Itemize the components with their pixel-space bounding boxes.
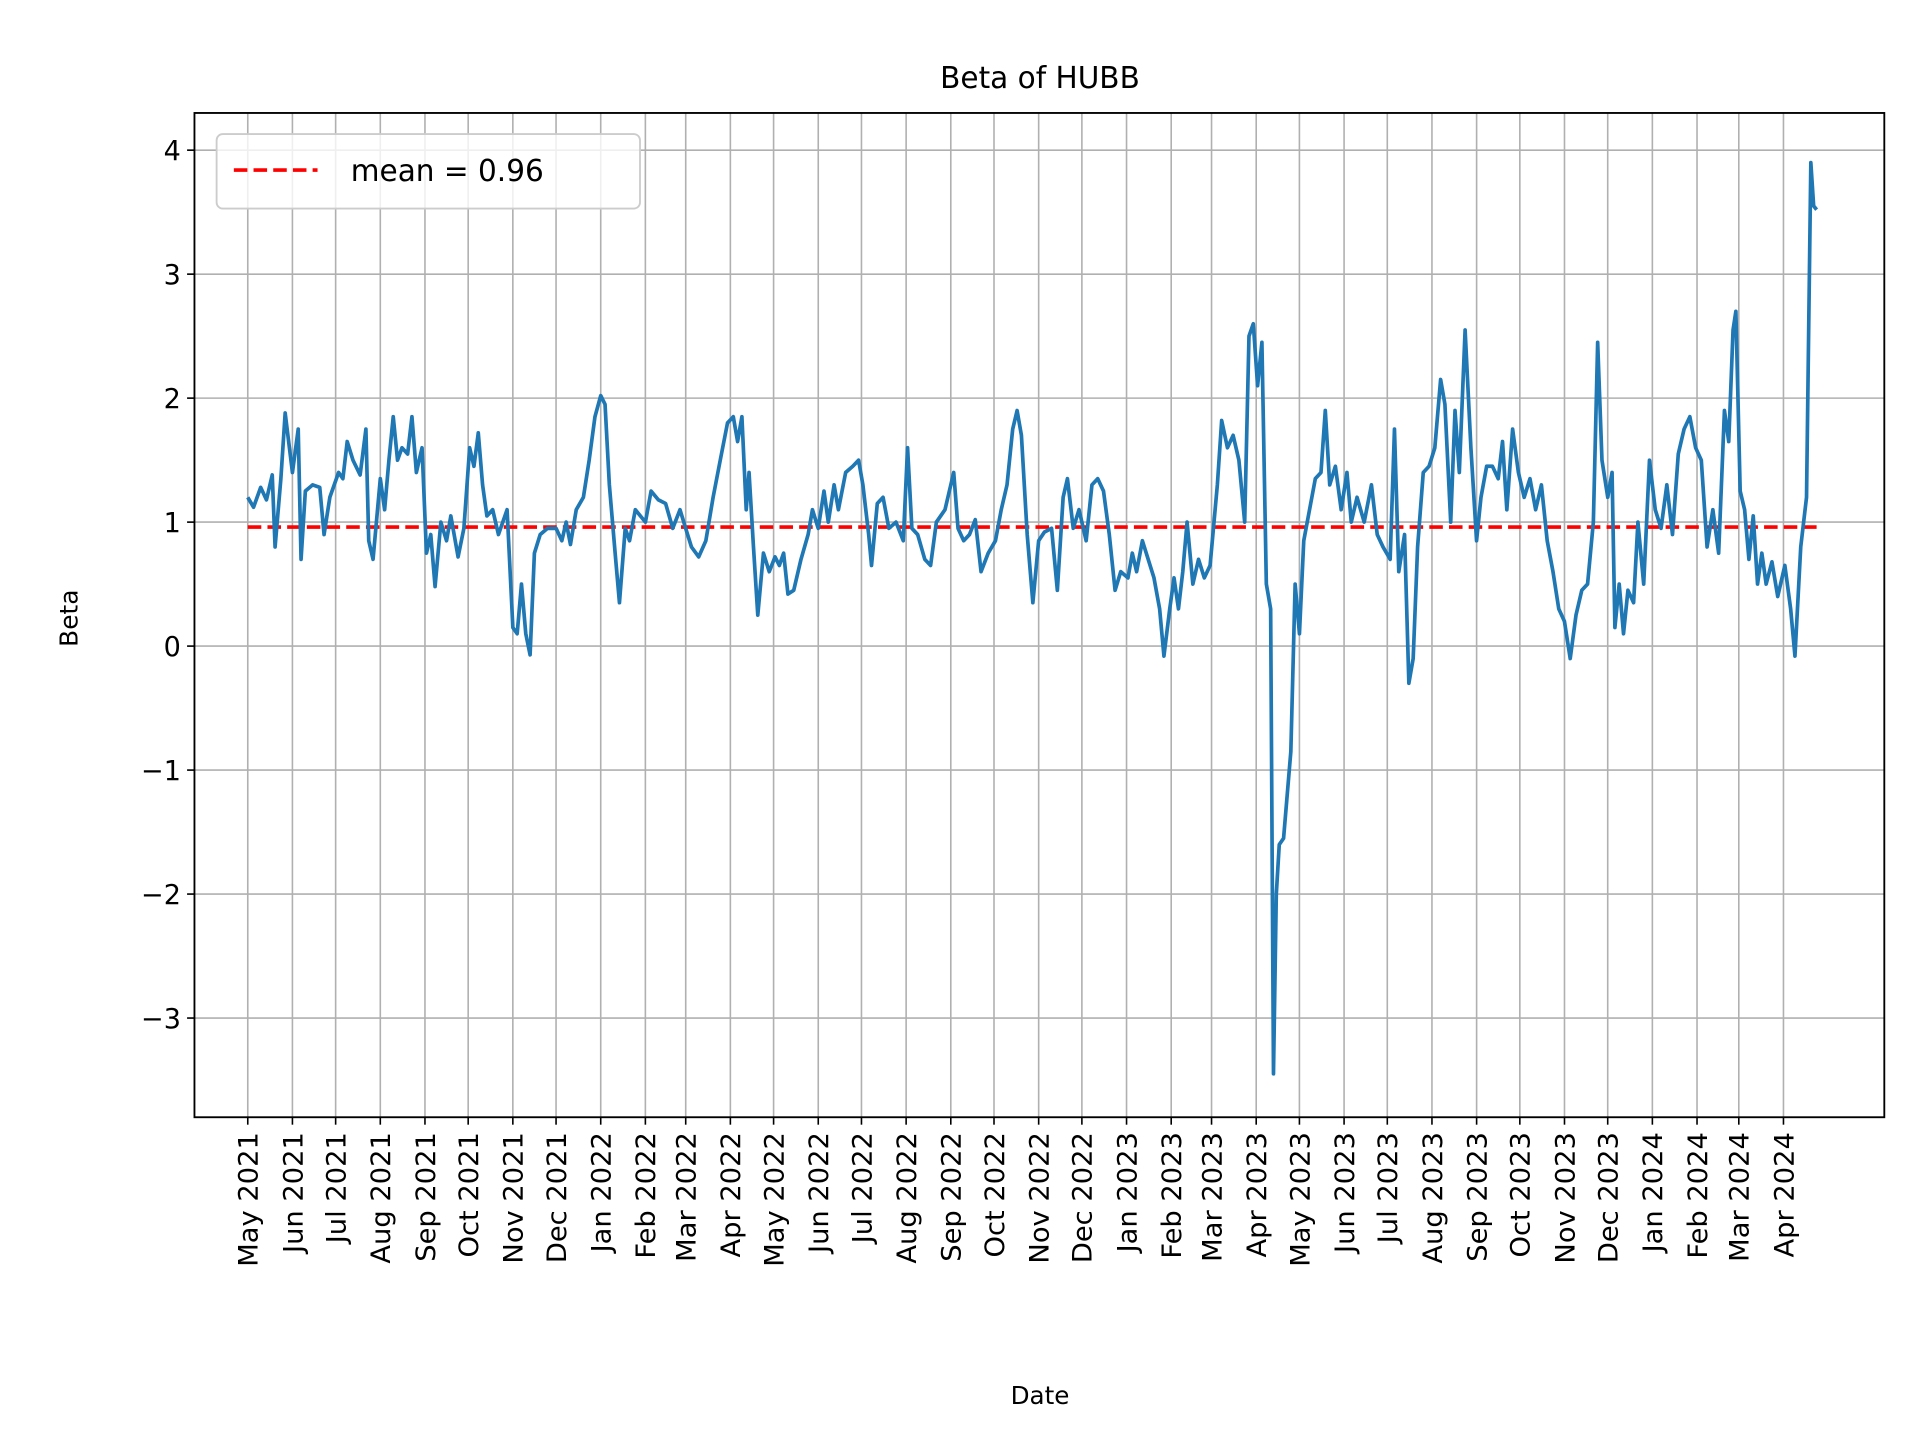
x-tick-label: Jan 2024 xyxy=(1638,1132,1669,1254)
x-tick-label: Dec 2021 xyxy=(542,1132,573,1263)
legend-box xyxy=(215,133,641,210)
axes-frame xyxy=(193,112,1886,1119)
x-tick-label: Jul 2022 xyxy=(847,1132,878,1245)
x-tick-label: Jan 2022 xyxy=(587,1132,618,1254)
y-axis-label: Beta xyxy=(55,590,84,647)
legend: mean = 0.96 xyxy=(215,133,641,210)
x-tick-label: Apr 2022 xyxy=(716,1132,747,1257)
x-tick-label: Dec 2022 xyxy=(1068,1132,1099,1263)
x-tick-label: Sep 2022 xyxy=(937,1132,968,1262)
x-tick-label: Jun 2023 xyxy=(1330,1132,1361,1255)
x-tick-label: Feb 2022 xyxy=(631,1132,662,1259)
x-tick-label: Jan 2023 xyxy=(1112,1132,1143,1254)
x-tick-label: Mar 2023 xyxy=(1197,1132,1228,1262)
y-tick-label: 3 xyxy=(164,260,181,291)
x-tick-label: Nov 2022 xyxy=(1025,1132,1056,1263)
x-tick-label: May 2021 xyxy=(234,1132,265,1267)
x-axis-label: Date xyxy=(1011,1381,1070,1410)
x-tick-label: Feb 2024 xyxy=(1683,1132,1714,1259)
x-ticks: May 2021 Jun 2021 Jul 2021 Aug 2021 Sep 2021… xyxy=(234,1117,1800,1267)
x-tick-label: May 2022 xyxy=(760,1132,791,1267)
series-group xyxy=(246,160,1819,1076)
x-tick-label: Apr 2023 xyxy=(1242,1132,1273,1257)
x-tick-label: Sep 2023 xyxy=(1463,1132,1494,1262)
x-tick-label: Feb 2023 xyxy=(1157,1132,1188,1259)
y-tick-label: 2 xyxy=(164,384,181,415)
x-tick-label: Nov 2023 xyxy=(1550,1132,1581,1263)
x-tick-label: Dec 2023 xyxy=(1594,1132,1625,1263)
x-tick-label: Oct 2021 xyxy=(454,1132,485,1257)
x-tick-label: Oct 2023 xyxy=(1506,1132,1537,1257)
x-tick-label: Jun 2022 xyxy=(804,1132,835,1255)
x-tick-label: Oct 2022 xyxy=(980,1132,1011,1257)
y-ticks: 4 3 2 1 0 −1 −2 −3 xyxy=(141,136,195,1035)
y-tick-label: 1 xyxy=(164,508,181,539)
x-tick-label: Aug 2023 xyxy=(1418,1132,1449,1263)
x-tick-label: Jun 2021 xyxy=(278,1132,309,1255)
x-tick-label: Aug 2021 xyxy=(366,1132,397,1263)
x-tick-label: Nov 2021 xyxy=(499,1132,530,1263)
x-tick-label: Aug 2022 xyxy=(892,1132,923,1263)
x-tick-label: Jul 2023 xyxy=(1373,1132,1404,1245)
y-tick-label: −1 xyxy=(141,756,181,787)
y-tick-label: −3 xyxy=(141,1004,181,1035)
chart-title: Beta of HUBB xyxy=(940,60,1140,95)
x-tick-label: May 2023 xyxy=(1285,1132,1316,1267)
x-tick-label: Jul 2021 xyxy=(322,1132,353,1245)
grid xyxy=(194,112,1885,1118)
y-tick-label: −2 xyxy=(141,880,181,911)
x-tick-label: Mar 2022 xyxy=(672,1132,703,1262)
y-tick-label: 4 xyxy=(164,136,181,167)
y-tick-label: 0 xyxy=(164,632,181,663)
x-tick-label: Apr 2024 xyxy=(1769,1132,1800,1257)
beta-series-line xyxy=(246,160,1819,1076)
x-tick-label: Mar 2024 xyxy=(1725,1132,1756,1262)
x-tick-label: Sep 2021 xyxy=(411,1132,442,1262)
legend-mean-label: mean = 0.96 xyxy=(351,153,544,188)
